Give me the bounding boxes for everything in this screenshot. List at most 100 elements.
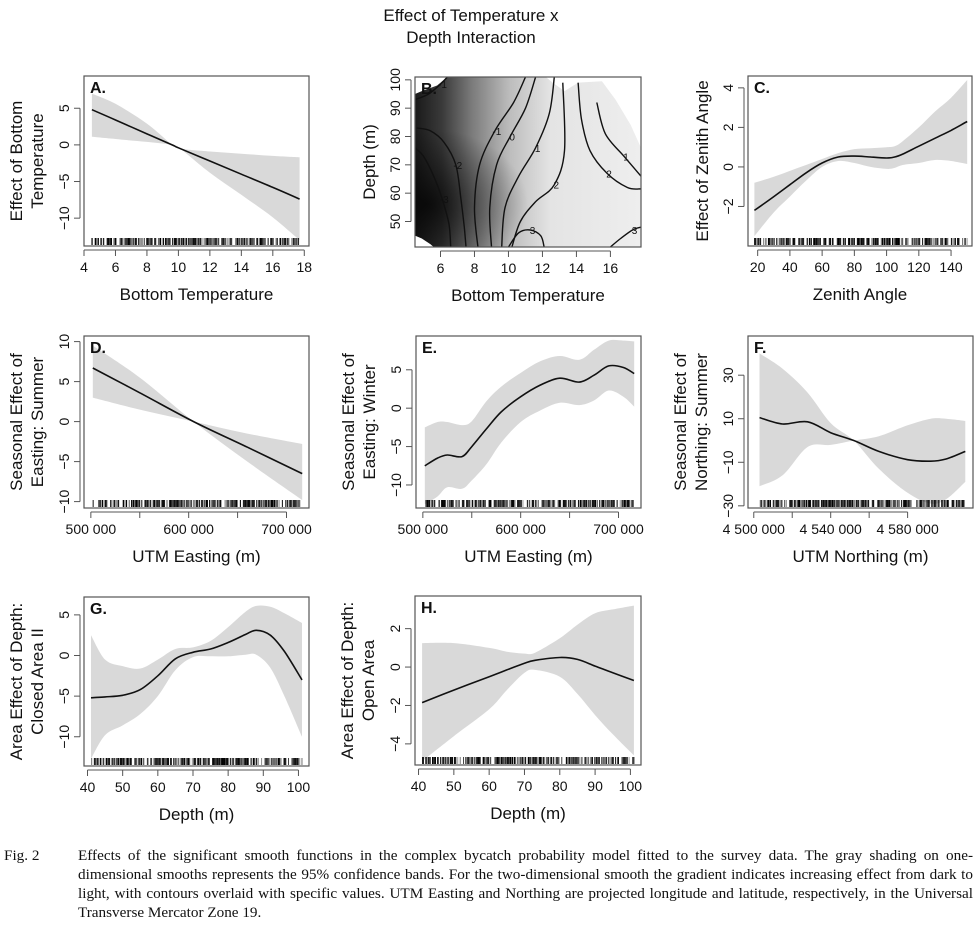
contour-label: -1 <box>492 127 501 138</box>
x-tick-label: 700 000 <box>261 521 312 537</box>
y-tick-label: 30 <box>720 367 736 383</box>
plot-area <box>421 605 635 764</box>
y-tick-label: 0 <box>720 163 736 171</box>
x-tick-label: 6 <box>437 260 445 276</box>
x-tick-label: 500 000 <box>66 521 117 537</box>
confidence-band <box>424 339 635 505</box>
x-axis: 6 8 10 12 14 16 Bottom Temperature <box>437 250 619 305</box>
rug-marks <box>91 758 303 765</box>
panel-h: H. 40 50 60 70 80 90 100 Depth (m) 2 0 −2 −4 Area Eff… <box>338 595 642 823</box>
x-tick-label: 80 <box>552 778 568 794</box>
x-axis-title: Bottom Temperature <box>120 285 274 304</box>
smooth-fit-line <box>91 108 300 200</box>
rug-marks <box>754 238 968 245</box>
y-axis-title: Effect of Bottom <box>7 101 26 222</box>
y-axis-title: Easting: Summer <box>28 356 47 487</box>
contour-line <box>415 77 448 101</box>
x-tick-label: 4 <box>80 259 88 275</box>
y-tick-label: 0 <box>56 651 72 659</box>
y-tick-label: −5 <box>388 438 404 454</box>
y-axis-title: Seasonal Effect of <box>671 353 690 491</box>
y-tick-label: 0 <box>56 141 72 149</box>
confidence-band <box>759 353 966 504</box>
x-tick-label: 80 <box>847 259 863 275</box>
y-tick-label: 2 <box>720 123 736 131</box>
x-tick-label: 40 <box>411 778 427 794</box>
y-axis-title: Easting: Winter <box>360 364 379 480</box>
y-tick-label: −2 <box>387 697 403 713</box>
contour-line <box>416 127 467 247</box>
x-tick-label: 90 <box>587 778 603 794</box>
y-axis: 50 60 70 80 90 100 Depth (m) <box>360 68 412 229</box>
contour-label: 0 <box>509 133 515 144</box>
x-tick-label: 60 <box>481 778 497 794</box>
y-tick-label: −10 <box>720 450 736 474</box>
figure-title-line-1: Effect of Temperature x <box>383 6 559 25</box>
smooth-fit-line <box>759 416 966 463</box>
plot-frame <box>83 75 310 247</box>
y-axis-title: Closed Area II <box>28 628 47 735</box>
contour-label: 3 <box>530 226 536 237</box>
plot-frame <box>747 335 974 509</box>
x-axis: 20 40 60 80 100 120 140 Zenith Angle <box>750 249 963 304</box>
plot-area <box>90 605 303 765</box>
y-axis: 5 0 −5 −10 Area Effect of Depth: Closed Area … <box>7 603 81 760</box>
contour-line <box>511 82 566 247</box>
y-axis-title: Open Area <box>359 639 378 721</box>
plot-area <box>91 93 300 245</box>
y-tick-label: 4 <box>720 84 736 92</box>
panel-label: G. <box>90 601 107 618</box>
no-data-region <box>415 77 448 94</box>
confidence-band <box>422 605 634 762</box>
y-tick-label: 5 <box>56 377 72 385</box>
y-axis-title: Effect of Zenith Angle <box>693 80 712 241</box>
x-tick-label: 500 000 <box>398 521 449 537</box>
x-tick-label: 14 <box>234 259 250 275</box>
y-axis: 5 0 −5 −10 Seasonal Effect of Easting: Winter <box>339 353 413 497</box>
plot-area <box>424 339 635 507</box>
panel-label: H. <box>421 600 437 617</box>
y-tick-label: −10 <box>56 490 72 514</box>
x-tick-label: 140 <box>939 259 963 275</box>
x-tick-label: 18 <box>296 259 312 275</box>
x-tick-label: 50 <box>115 779 131 795</box>
rug-marks <box>425 500 634 507</box>
x-tick-label: 60 <box>814 259 830 275</box>
x-tick-label: 100 <box>875 259 899 275</box>
plot-frame <box>747 75 973 247</box>
x-tick-label: 50 <box>446 778 462 794</box>
y-tick-label: 2 <box>387 625 403 633</box>
contour-line <box>507 229 545 247</box>
x-tick-label: 14 <box>569 260 585 276</box>
x-tick-label: 16 <box>603 260 619 276</box>
x-axis-title: Zenith Angle <box>813 285 908 304</box>
x-tick-label: 80 <box>220 779 236 795</box>
x-axis-title: UTM Easting (m) <box>132 547 260 566</box>
contour-line <box>596 102 641 177</box>
panel-label: B. <box>421 81 437 98</box>
contour-label: 3 <box>632 226 638 237</box>
x-tick-label: 12 <box>535 260 551 276</box>
x-tick-label: 600 000 <box>163 521 214 537</box>
confidence-band <box>91 605 302 759</box>
x-axis: 4 500 000 4 540 000 4 580 000 UTM Northing … <box>723 511 939 566</box>
contour-line <box>577 82 641 190</box>
y-tick-label: −5 <box>56 453 72 469</box>
contour-line <box>501 77 555 247</box>
plot-frame <box>83 596 310 767</box>
caption-label: Fig. 2 <box>4 847 40 864</box>
contour-label: 2 <box>554 181 560 192</box>
y-axis: 10 5 0 −5 −10 Seasonal Effect of Easting: Summ… <box>7 334 81 514</box>
y-tick-label: 10 <box>720 411 736 427</box>
panel-a: A. 4 6 8 10 12 14 16 18 Bottom Temperature 5 0 −5 −10… <box>7 75 312 304</box>
plot-frame <box>83 335 310 509</box>
plot-area <box>92 345 303 507</box>
figure-canvas: Effect of Temperature x Depth Interactio… <box>7 6 974 824</box>
y-axis: 2 0 −2 −4 Area Effect of Depth: Open Area <box>338 602 412 759</box>
y-tick-label: −5 <box>56 688 72 704</box>
y-tick-label: −10 <box>56 206 72 230</box>
